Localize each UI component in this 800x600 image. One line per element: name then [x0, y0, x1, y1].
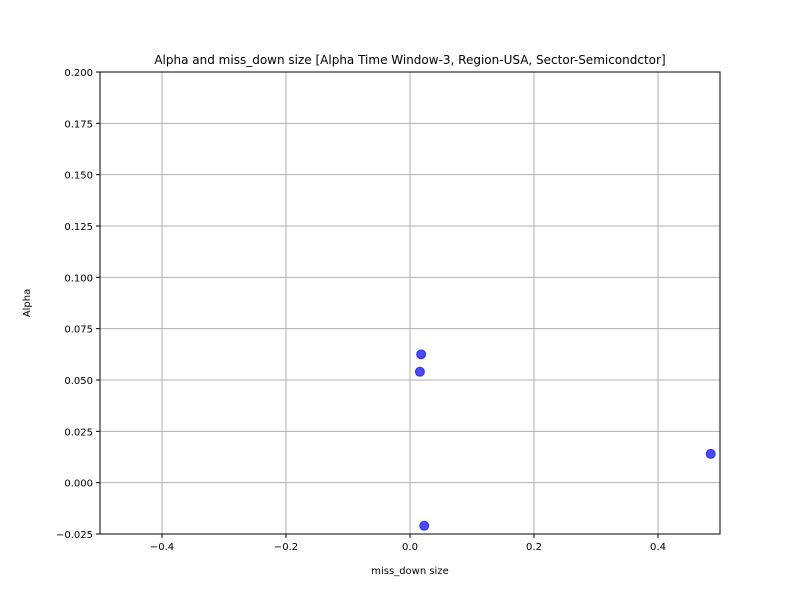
chart-title: Alpha and miss_down size [Alpha Time Win… [154, 53, 665, 67]
y-tick-label: 0.050 [64, 376, 93, 387]
scatter-point [705, 448, 716, 459]
x-tick-label: 0.0 [402, 542, 418, 553]
data-points [414, 349, 716, 531]
y-tick-label: 0.175 [64, 119, 93, 130]
y-tick-label: 0.000 [64, 479, 93, 490]
y-tick-label: 0.025 [64, 427, 93, 438]
y-axis-ticks: −0.025 0.000 0.025 0.050 0.075 0.100 0.125 0.15… [56, 68, 100, 541]
x-tick-label: 0.4 [650, 542, 666, 553]
y-tick-label: 0.150 [64, 171, 93, 182]
x-tick-label: 0.2 [526, 542, 542, 553]
scatter-point [416, 349, 427, 360]
x-tick-label: −0.4 [150, 542, 174, 553]
x-axis-ticks: −0.4 −0.2 0.0 0.2 0.4 [150, 534, 666, 553]
scatter-point [414, 366, 425, 377]
y-axis-label: Alpha [22, 289, 33, 317]
scatter-point [419, 520, 430, 531]
y-tick-label: 0.125 [64, 222, 93, 233]
y-tick-label: 0.200 [64, 68, 93, 79]
x-tick-label: −0.2 [274, 542, 298, 553]
y-tick-label: 0.100 [64, 273, 93, 284]
y-tick-label: −0.025 [56, 530, 93, 541]
x-axis-label: miss_down size [371, 566, 449, 577]
y-tick-label: 0.075 [64, 325, 93, 336]
